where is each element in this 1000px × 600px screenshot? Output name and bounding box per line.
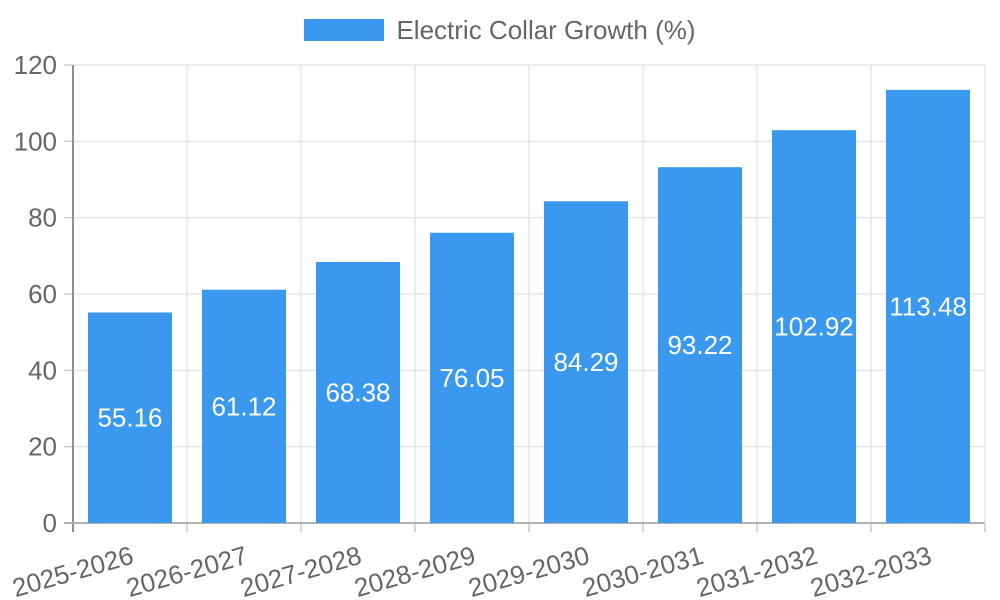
- bar[interactable]: [886, 89, 970, 523]
- x-category-label: 2031-2032: [693, 540, 821, 600]
- bar[interactable]: [544, 201, 628, 524]
- bar-value-label: 76.05: [439, 363, 504, 393]
- bar-value-label: 55.16: [97, 403, 162, 433]
- x-category-label: 2030-2031: [579, 540, 707, 600]
- bar[interactable]: [88, 312, 172, 523]
- legend-label: Electric Collar Growth (%): [396, 15, 696, 45]
- x-category-label: 2025-2026: [9, 540, 137, 600]
- bar-value-label: 84.29: [553, 347, 618, 377]
- legend-swatch: [304, 19, 385, 42]
- x-category-label: 2028-2029: [351, 540, 479, 600]
- bar-value-label: 61.12: [211, 391, 276, 421]
- bar[interactable]: [658, 167, 742, 523]
- bar-value-label: 68.38: [325, 378, 390, 408]
- x-category-label: 2026-2027: [123, 540, 251, 600]
- bar[interactable]: [772, 130, 856, 523]
- y-tick-label: 100: [14, 126, 57, 156]
- y-tick-label: 0: [43, 508, 57, 538]
- y-tick-label: 20: [28, 432, 57, 462]
- legend: Electric Collar Growth (%): [0, 16, 1000, 45]
- bar-value-label: 93.22: [667, 330, 732, 360]
- bar[interactable]: [202, 289, 286, 523]
- x-category-label: 2032-2033: [807, 540, 935, 600]
- y-tick-label: 120: [14, 50, 57, 80]
- x-category-label: 2027-2028: [237, 540, 365, 600]
- x-category-label: 2029-2030: [465, 540, 593, 600]
- legend-item[interactable]: Electric Collar Growth (%): [304, 15, 696, 45]
- y-tick-label: 40: [28, 355, 57, 385]
- y-tick-label: 60: [28, 279, 57, 309]
- bar-value-label: 113.48: [889, 291, 967, 321]
- bar[interactable]: [316, 262, 400, 523]
- y-tick-label: 80: [28, 203, 57, 233]
- bar[interactable]: [430, 232, 514, 523]
- bar-value-label: 102.92: [774, 312, 854, 342]
